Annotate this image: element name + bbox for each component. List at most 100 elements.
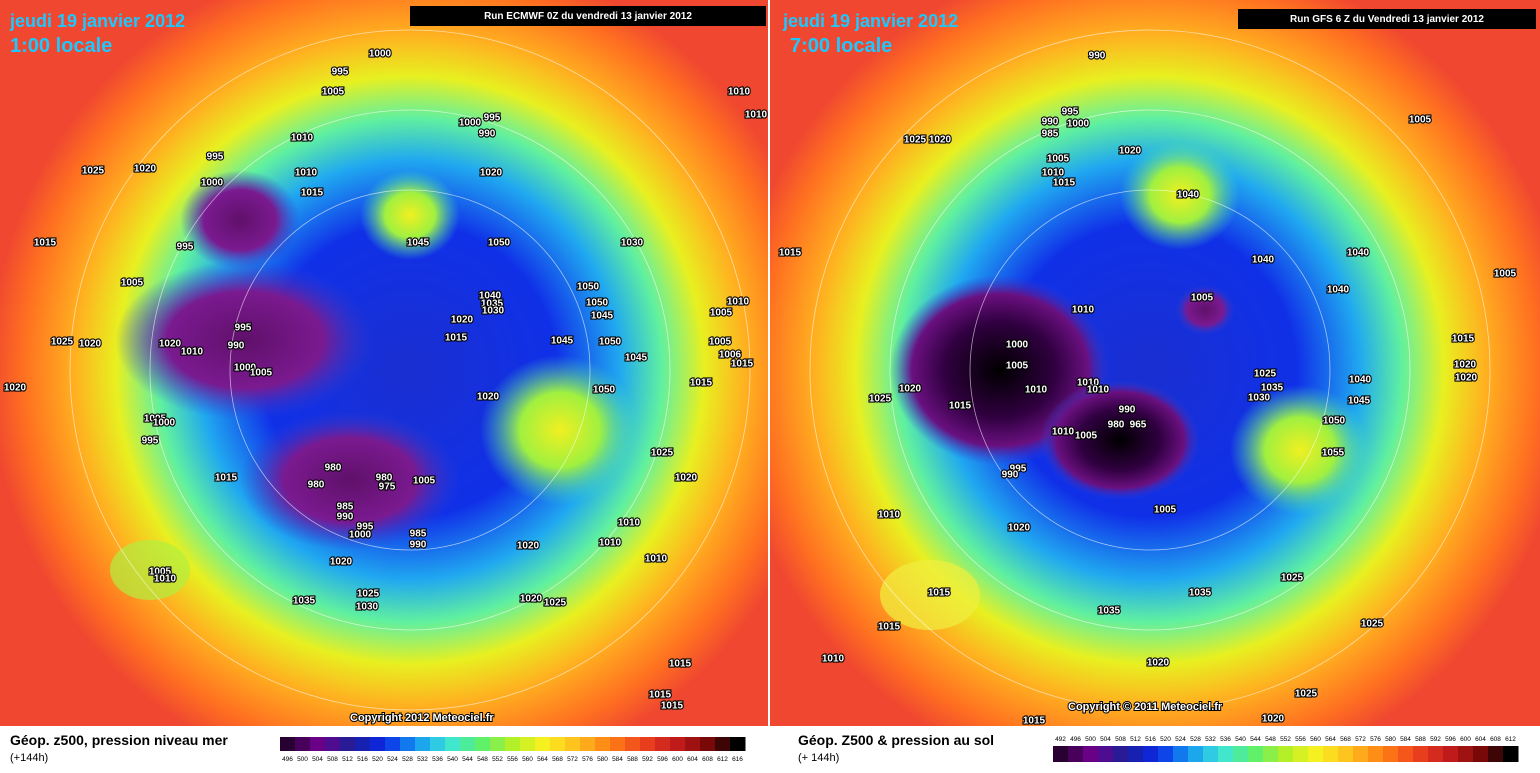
colorbar-label: 512 <box>342 756 353 763</box>
isobar-label: 1005 <box>1494 269 1517 280</box>
isobar-label: 1020 <box>480 168 503 179</box>
isobar-label: 980 <box>1108 420 1125 431</box>
isobar-label: 1045 <box>625 353 648 364</box>
isobar-label: 995 <box>1010 464 1027 475</box>
colorbar-label: 524 <box>387 756 398 763</box>
isobar-label: 1040 <box>1252 255 1275 266</box>
colorbar-swatch <box>1353 746 1369 762</box>
colorbar-label: 500 <box>297 756 308 763</box>
colorbar-label: 584 <box>612 756 623 763</box>
isobar-label: 1015 <box>928 588 951 599</box>
colorbar-label: 544 <box>462 756 473 763</box>
isobar-label: 1010 <box>727 297 750 308</box>
isobar-label: 1010 <box>745 110 768 121</box>
colorbar-swatch <box>715 737 731 751</box>
isobar-label: 1010 <box>1087 385 1110 396</box>
colorbar-label: 552 <box>1280 736 1291 743</box>
isobar-label: 1020 <box>451 315 474 326</box>
colorbar-label: 496 <box>282 756 293 763</box>
isobar-label: 990 <box>1119 405 1136 416</box>
colorbar-swatch <box>565 737 581 751</box>
colorbar-label: 532 <box>417 756 428 763</box>
colorbar-swatch <box>1053 746 1069 762</box>
colorbar-label: 564 <box>1325 736 1336 743</box>
isobar-label: 1025 <box>82 166 105 177</box>
colorbar-swatch <box>1233 746 1249 762</box>
colorbar-label: 532 <box>1205 736 1216 743</box>
colorbar-label: 596 <box>1445 736 1456 743</box>
colorbar-label: 576 <box>1370 736 1381 743</box>
isobar-label: 995 <box>207 152 224 163</box>
isobar-label: 990 <box>1089 51 1106 62</box>
colorbar-swatch <box>460 737 476 751</box>
isobar-label: 1015 <box>878 622 901 633</box>
isobar-label: 1050 <box>599 337 622 348</box>
isobar-label: 1025 <box>869 394 892 405</box>
colorbar-label: 588 <box>627 756 638 763</box>
isobar-label: 1025 <box>51 337 74 348</box>
lead-time: (+144h) <box>10 752 48 764</box>
isobar-label: 1020 <box>675 473 698 484</box>
isobar-label: 965 <box>1130 420 1147 431</box>
isobar-label: 1015 <box>690 378 713 389</box>
colorbar-label: 556 <box>1295 736 1306 743</box>
isobar-label: 1000 <box>234 363 257 374</box>
colorbar-swatch <box>685 737 701 751</box>
isobar-label: 1010 <box>878 510 901 521</box>
isobar-label: 1045 <box>1348 396 1371 407</box>
isobar-label: 995 <box>177 242 194 253</box>
colorbar-swatch <box>535 737 551 751</box>
isobar-label: 990 <box>337 512 354 523</box>
isobar-label: 995 <box>357 522 374 533</box>
isobar-label: 1010 <box>728 87 751 98</box>
isobar-label: 1020 <box>4 383 27 394</box>
colorbar-label: 504 <box>312 756 323 763</box>
isobar-label: 1030 <box>1248 393 1271 404</box>
colorbar-label: 528 <box>1190 736 1201 743</box>
isobar-label: 985 <box>1042 129 1059 140</box>
isobar-label: 1040 <box>479 291 502 302</box>
isobar-label: 1030 <box>482 306 505 317</box>
colorbar-swatch <box>415 737 431 751</box>
colorbar-swatch <box>700 737 716 751</box>
colorbar-label: 552 <box>492 756 503 763</box>
isobar-label: 995 <box>235 323 252 334</box>
isobar-label: 1035 <box>1098 606 1121 617</box>
colorbar-label: 568 <box>552 756 563 763</box>
isobar-label: 1015 <box>1452 334 1475 345</box>
colorbar-label: 508 <box>327 756 338 763</box>
colorbar-swatch <box>340 737 356 751</box>
colorbar-label: 584 <box>1400 736 1411 743</box>
colorbar-label: 540 <box>1235 736 1246 743</box>
colorbar-swatch <box>400 737 416 751</box>
isobar-label: 1010 <box>822 654 845 665</box>
isobar-label: 1010 <box>154 574 177 585</box>
colorbar-swatch <box>730 737 746 751</box>
isobar-label: 1010 <box>291 133 314 144</box>
isobar-label: 1005 <box>149 567 172 578</box>
colorbar-label: 500 <box>1085 736 1096 743</box>
colorbar-label: 516 <box>1145 736 1156 743</box>
colorbar-label: 604 <box>1475 736 1486 743</box>
colorbar-label: 608 <box>702 756 713 763</box>
colorbar-swatch <box>1263 746 1279 762</box>
isobar-label: 1005 <box>1075 431 1098 442</box>
isobar-label: 985 <box>337 502 354 513</box>
isobar-label: 1015 <box>1053 178 1076 189</box>
isobar-label: 1020 <box>159 339 182 350</box>
isobar-label: 1000 <box>1067 119 1090 130</box>
isobar-label: 990 <box>1042 117 1059 128</box>
colorbar-swatch <box>1443 746 1459 762</box>
isobar-label: 995 <box>484 113 501 124</box>
isobar-label: 1010 <box>1042 168 1065 179</box>
colorbar-label: 560 <box>1310 736 1321 743</box>
isobar-label: 1015 <box>669 659 692 670</box>
colorbar-swatch <box>625 737 641 751</box>
colorbar-swatch <box>640 737 656 751</box>
isobar-label: 1050 <box>1323 416 1346 427</box>
colorbar-label: 520 <box>1160 736 1171 743</box>
colorbar-swatch <box>1188 746 1204 762</box>
colorbar-swatch <box>355 737 371 751</box>
colorbar-swatch <box>550 737 566 751</box>
